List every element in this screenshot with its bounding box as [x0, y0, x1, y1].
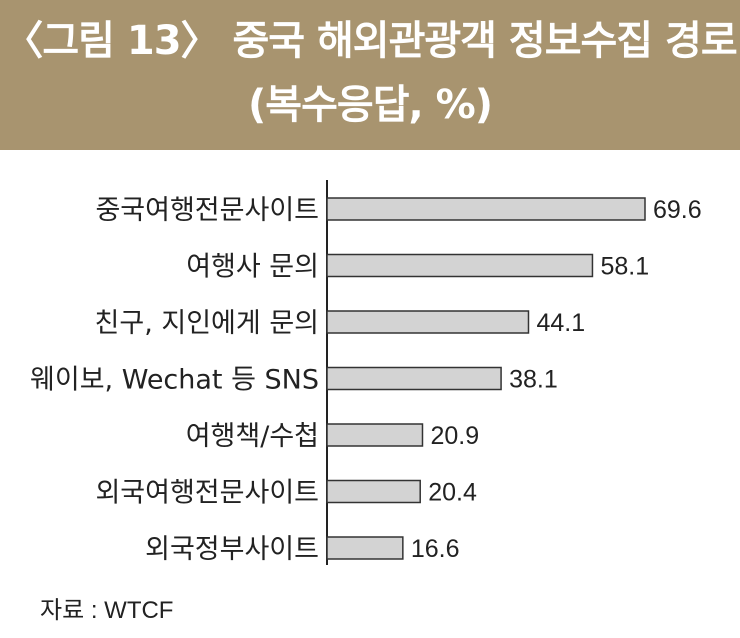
- category-label-2: 친구, 지인에게 문의: [95, 308, 319, 339]
- value-label-3: 38.1: [509, 366, 558, 394]
- category-label-4: 여행책/수첩: [186, 421, 319, 452]
- bar-2: [326, 310, 530, 334]
- value-label-1: 58.1: [600, 253, 649, 281]
- category-label-0: 중국여행전문사이트: [95, 195, 319, 226]
- category-label-6: 외국정부사이트: [145, 534, 319, 565]
- source-note: 자료 : WTCF: [40, 597, 174, 624]
- category-label-1: 여행사 문의: [186, 252, 319, 283]
- value-label-2: 44.1: [536, 309, 585, 337]
- bar-6: [326, 536, 404, 560]
- value-label-0: 69.6: [653, 196, 702, 224]
- value-label-6: 16.6: [411, 535, 460, 563]
- bar-5: [326, 479, 421, 504]
- chart-subtitle: (복수응답, %): [248, 82, 493, 128]
- value-label-5: 20.4: [428, 479, 477, 507]
- category-label-3: 웨이보, Wechat 등 SNS: [30, 365, 319, 396]
- bar-chart: 중국여행전문사이트 69.6 여행사 문의 58.1 친구, 지인에게 문의 44.1 웨이…: [30, 180, 702, 565]
- chart-title: 〈그림 13〉 중국 해외관광객 정보수집 경로: [3, 18, 737, 64]
- bar-1: [326, 253, 594, 278]
- category-label-5: 외국여행전문사이트: [95, 478, 319, 509]
- bar-4: [326, 423, 424, 447]
- bar-3: [326, 366, 502, 391]
- value-label-4: 20.9: [430, 422, 479, 450]
- bar-0: [326, 197, 646, 221]
- title-band: 〈그림 13〉 중국 해외관광객 정보수집 경로 (복수응답, %): [0, 0, 740, 150]
